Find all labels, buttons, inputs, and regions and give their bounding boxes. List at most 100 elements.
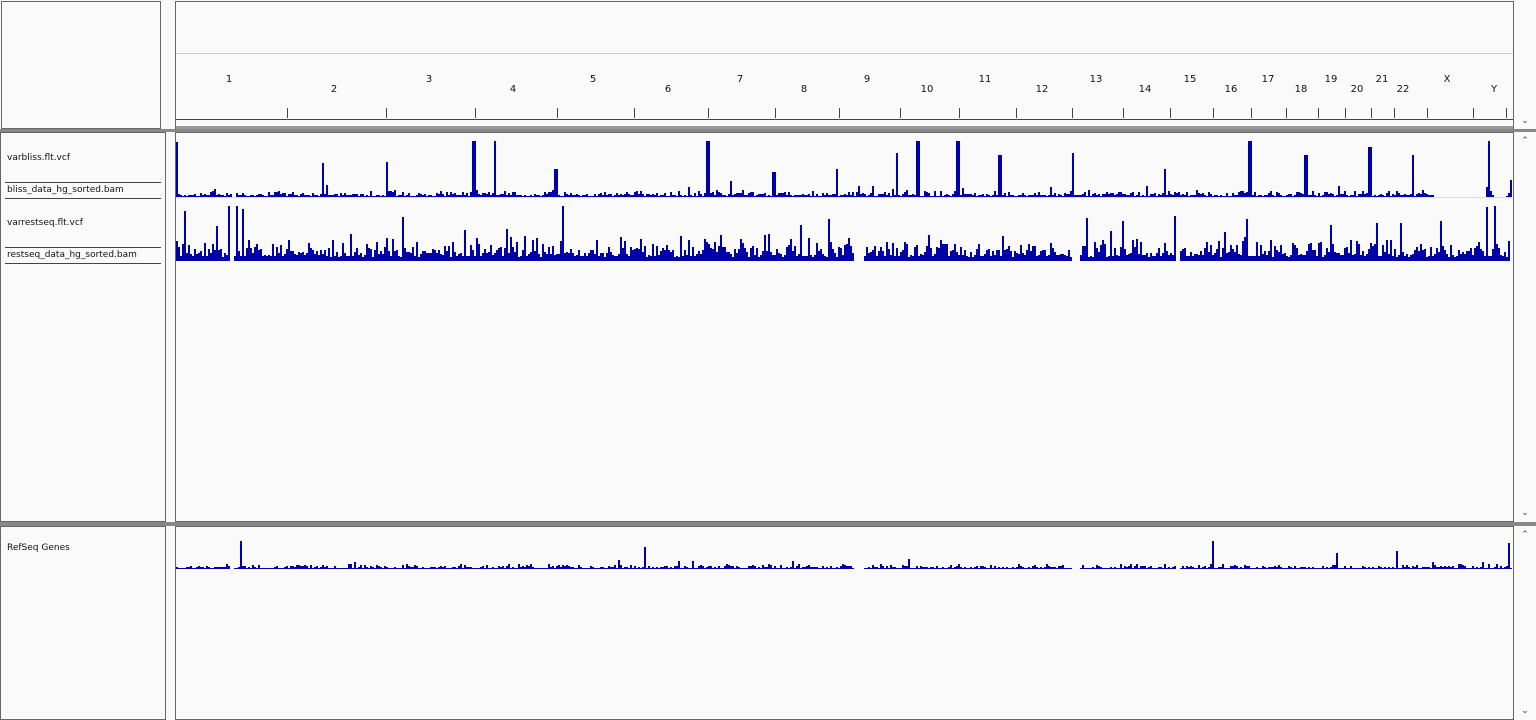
chromosome-label-19[interactable]: 19: [1324, 74, 1338, 85]
coverage-bar: [362, 194, 364, 197]
chromosome-label-18[interactable]: 18: [1294, 84, 1308, 95]
chromosome-label-21[interactable]: 21: [1375, 74, 1389, 85]
coverage-bar: [1172, 255, 1174, 261]
coverage-bar: [366, 567, 368, 569]
coverage-bar: [1236, 566, 1238, 569]
coverage-bar: [846, 566, 848, 569]
coverage-bar: [372, 567, 374, 569]
coverage-bar: [460, 195, 462, 197]
chevron-up-icon[interactable]: ⌃: [1521, 136, 1529, 146]
coverage-bar: [1294, 245, 1296, 261]
coverage-bar: [1200, 194, 1202, 197]
coverage-bar: [1288, 257, 1290, 261]
coverage-bar: [1198, 565, 1200, 569]
chromosome-label-20[interactable]: 20: [1350, 84, 1364, 95]
coverage-bar: [850, 566, 852, 569]
coverage-bar: [728, 565, 730, 569]
chromosome-label-8[interactable]: 8: [800, 84, 808, 95]
chromosome-label-14[interactable]: 14: [1138, 84, 1152, 95]
restseq-coverage-track[interactable]: [176, 205, 1513, 261]
chevron-down-icon[interactable]: ⌄: [1521, 706, 1529, 716]
track-name-restseq-bam[interactable]: restseq_data_hg_sorted.bam: [7, 250, 137, 260]
refseq-genes-track[interactable]: [176, 537, 1513, 569]
coverage-bar: [676, 566, 678, 569]
chromosome-label-Y[interactable]: Y: [1490, 84, 1498, 95]
chevron-up-icon[interactable]: ⌃: [1521, 530, 1529, 540]
bliss-coverage-track[interactable]: [176, 139, 1513, 197]
chromosome-boundary-tick: [557, 108, 558, 118]
chromosome-label-X[interactable]: X: [1443, 74, 1451, 85]
chromosome-label-11[interactable]: 11: [978, 74, 992, 85]
coverage-bar: [364, 565, 366, 569]
chromosome-label-13[interactable]: 13: [1089, 74, 1103, 85]
coverage-bar: [196, 254, 198, 261]
coverage-bar: [766, 567, 768, 569]
coverage-bar: [618, 254, 620, 261]
coverage-bar: [620, 194, 622, 197]
coverage-bar: [794, 246, 796, 261]
coverage-bar: [1466, 251, 1468, 261]
coverage-bar: [456, 256, 458, 261]
track-name-refseq-genes[interactable]: RefSeq Genes: [7, 543, 70, 553]
coverage-bar: [240, 195, 242, 197]
chromosome-label-6[interactable]: 6: [664, 84, 672, 95]
coverage-bar: [568, 566, 570, 569]
coverage-bar: [1084, 192, 1086, 197]
coverage-bar: [1146, 253, 1148, 261]
coverage-bar: [846, 244, 848, 261]
coverage-bar: [948, 256, 950, 261]
chromosome-label-7[interactable]: 7: [736, 74, 744, 85]
chromosome-label-4[interactable]: 4: [509, 84, 517, 95]
coverage-bar: [1070, 568, 1072, 569]
coverage-bar: [1150, 566, 1152, 569]
coverage-bar: [640, 239, 642, 261]
coverage-bar: [1356, 568, 1358, 569]
coverage-bar: [194, 568, 196, 569]
track-name-varrestseq[interactable]: varrestseq.flt.vcf: [7, 218, 83, 228]
coverage-bar: [1298, 192, 1300, 197]
coverage-bar: [1188, 196, 1190, 197]
coverage-bar: [684, 195, 686, 197]
chromosome-label-10[interactable]: 10: [920, 84, 934, 95]
coverage-bar: [486, 194, 488, 197]
chromosome-label-12[interactable]: 12: [1035, 84, 1049, 95]
coverage-bar: [874, 567, 876, 569]
chromosome-label-9[interactable]: 9: [863, 74, 871, 85]
chromosome-label-1[interactable]: 1: [225, 74, 233, 85]
data-tracks-panel[interactable]: [175, 132, 1514, 522]
chevron-down-icon[interactable]: ⌄: [1521, 508, 1529, 518]
coverage-bar: [576, 568, 578, 569]
chromosome-label-5[interactable]: 5: [589, 74, 597, 85]
chromosome-label-17[interactable]: 17: [1261, 74, 1275, 85]
coverage-bar: [622, 568, 624, 569]
coverage-bar: [724, 247, 726, 261]
coverage-bar: [1304, 155, 1306, 197]
coverage-bar: [866, 247, 868, 261]
chromosome-label-2[interactable]: 2: [330, 84, 338, 95]
coverage-bar: [722, 247, 724, 261]
chromosome-label-22[interactable]: 22: [1396, 84, 1410, 95]
coverage-bar: [880, 194, 882, 197]
track-name-varbliss[interactable]: varbliss.flt.vcf: [7, 153, 70, 163]
coverage-bar: [1052, 567, 1054, 569]
coverage-bar: [1050, 567, 1052, 569]
coverage-bar: [774, 172, 776, 197]
chevron-down-icon[interactable]: ⌄: [1521, 116, 1529, 126]
coverage-bar: [678, 561, 680, 569]
coverage-bar: [512, 247, 514, 261]
feature-tracks-panel[interactable]: [175, 526, 1514, 720]
coverage-bar: [348, 256, 350, 261]
coverage-bar: [776, 249, 778, 261]
coverage-bar: [960, 567, 962, 569]
ruler-panel[interactable]: 1 2 3 4 5 6 7 8 9 10 11 12 13 14 15 16 17 18 19 20 21 22 X Y: [175, 1, 1514, 129]
coverage-bar: [260, 194, 262, 197]
chromosome-label-3[interactable]: 3: [425, 74, 433, 85]
coverage-bar: [620, 237, 622, 261]
track-name-bliss-bam[interactable]: bliss_data_hg_sorted.bam: [7, 185, 124, 195]
coverage-bar: [1126, 255, 1128, 261]
chromosome-label-15[interactable]: 15: [1183, 74, 1197, 85]
coverage-bar: [1120, 192, 1122, 197]
coverage-bar: [198, 196, 200, 197]
chromosome-label-16[interactable]: 16: [1224, 84, 1238, 95]
coverage-bar: [408, 566, 410, 569]
